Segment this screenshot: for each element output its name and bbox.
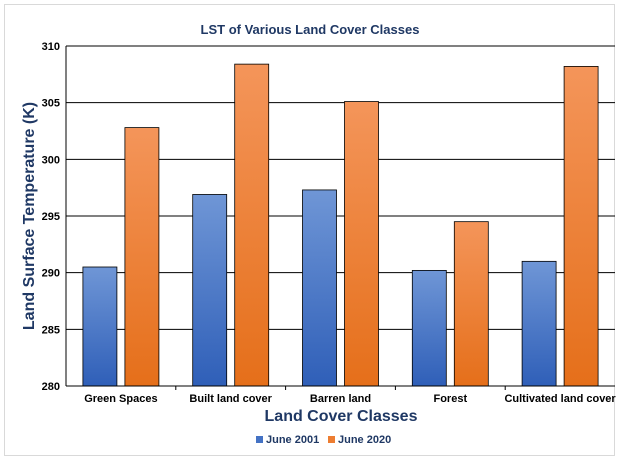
legend-swatch xyxy=(328,436,335,443)
bar-june-2001 xyxy=(521,260,557,387)
chart-title: LST of Various Land Cover Classes xyxy=(201,22,420,37)
y-tick-label: 305 xyxy=(42,98,60,110)
legend-swatch xyxy=(256,436,263,443)
bar-june-2020 xyxy=(563,66,599,387)
bar-june-2020 xyxy=(234,63,270,387)
x-axis-label: Land Cover Classes xyxy=(265,408,418,425)
x-tick-label: Green Spaces xyxy=(84,393,157,405)
y-axis-label: Land Surface Temperature (K) xyxy=(21,102,38,330)
x-tick-label: Cultivated land cover xyxy=(504,393,616,405)
y-tick-label: 290 xyxy=(42,268,60,280)
x-axis-ticks: Green Spaces Built land cover Barren land F… xyxy=(84,386,616,405)
bar-june-2020 xyxy=(453,221,489,387)
legend-label: June 2001 xyxy=(266,434,319,446)
y-axis-ticks: 280 285 290 295 300 305 310 xyxy=(42,41,60,393)
bars xyxy=(82,63,599,387)
bar-june-2001 xyxy=(302,189,337,387)
chart-frame xyxy=(4,4,615,456)
bar-june-2001 xyxy=(192,194,228,387)
y-tick-label: 280 xyxy=(42,381,60,393)
x-tick-label: Built land cover xyxy=(189,393,272,405)
bar-june-2020 xyxy=(124,127,160,387)
bar-june-2020 xyxy=(344,101,379,387)
bar-june-2001 xyxy=(82,266,118,387)
bar-june-2001 xyxy=(411,269,447,387)
legend: June 2001 June 2020 xyxy=(256,434,391,446)
y-tick-label: 285 xyxy=(42,324,60,336)
x-tick-label: Forest xyxy=(433,393,467,405)
y-tick-label: 300 xyxy=(42,154,60,166)
x-tick-label: Barren land xyxy=(310,393,371,405)
y-tick-label: 295 xyxy=(42,211,60,223)
legend-label: June 2020 xyxy=(338,434,391,446)
y-tick-label: 310 xyxy=(42,41,60,53)
